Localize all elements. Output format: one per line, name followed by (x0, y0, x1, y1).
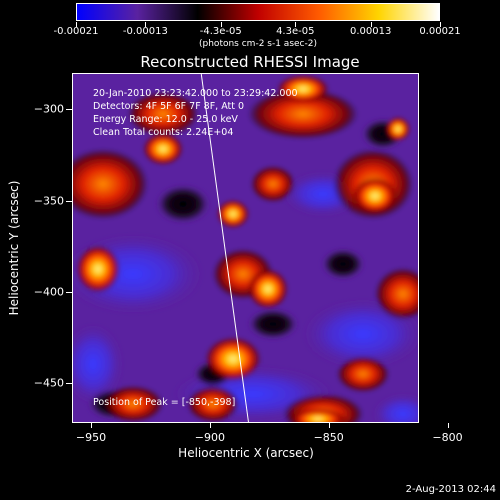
colorbar-tick-label: 0.00021 (419, 26, 461, 37)
intensity-blob (337, 356, 389, 392)
intensity-map (73, 74, 418, 422)
intensity-blob (386, 117, 410, 141)
intensity-blob (128, 92, 198, 136)
y-tick (66, 291, 72, 293)
intensity-blob (248, 89, 358, 139)
x-tick-label: −900 (194, 431, 225, 444)
colorbar-tick (145, 22, 147, 27)
y-tick-label: −350 (33, 194, 64, 208)
intensity-blob (251, 166, 295, 202)
colorbar-units: (photons cm-2 s-1 asec-2) (199, 39, 317, 49)
x-tick (91, 423, 92, 428)
x-tick (447, 423, 449, 428)
peak-position-label: Position of Peak = [-850,-398] (93, 397, 236, 408)
intensity-blob (155, 184, 211, 224)
intensity-blob (373, 394, 418, 422)
footer-timestamp: 2-Aug-2013 02:44 (405, 484, 496, 495)
solar-limb-line (200, 74, 249, 422)
x-axis-label: Heliocentric X (arcsec) (178, 446, 314, 460)
colorbar-tick (440, 22, 441, 27)
x-tick (328, 423, 330, 428)
colorbar-tick-label: -0.00013 (122, 26, 168, 37)
intensity-blob (143, 133, 183, 165)
x-tick-label: −800 (432, 431, 463, 444)
intensity-blob (290, 409, 346, 422)
x-tick-label: −950 (75, 431, 107, 444)
x-tick-label: −850 (313, 431, 344, 444)
y-tick-label: −450 (33, 376, 64, 390)
y-tick (66, 109, 72, 111)
intensity-blob (277, 75, 329, 103)
intensity-blob (248, 269, 288, 309)
colorbar (76, 3, 440, 21)
plot-area: 20-Jan-2010 23:23:42.000 to 23:29:42.000… (72, 73, 419, 423)
colorbar-tick-label: 0.00013 (349, 26, 392, 37)
colorbar-tick (220, 22, 222, 27)
intensity-blob (217, 200, 249, 228)
intensity-blob (73, 324, 123, 404)
intensity-blob (205, 337, 261, 381)
y-tick (66, 382, 72, 384)
info-clean-counts: Clean Total counts: 2.24E+04 (93, 127, 234, 138)
image-title: Reconstructed RHESSI Image (140, 53, 360, 71)
intensity-blob (321, 248, 365, 280)
intensity-blob (103, 386, 163, 422)
colorbar-tick (370, 22, 372, 27)
y-tick-label: −400 (33, 285, 64, 299)
intensity-blob (247, 308, 299, 340)
info-energy-range: Energy Range: 12.0 - 25.0 keV (93, 114, 238, 125)
colorbar-tick (76, 22, 77, 27)
y-tick-label: −300 (33, 102, 64, 116)
info-time-range: 20-Jan-2010 23:23:42.000 to 23:29:42.000 (93, 88, 298, 99)
colorbar-tick-label: -4.3e-05 (199, 26, 242, 37)
y-axis-label: Heliocentric Y (arcsec) (7, 180, 21, 316)
colorbar-tick-label: -0.00021 (53, 26, 99, 37)
intensity-blob (353, 178, 397, 214)
colorbar-tick-label: 4.3e-05 (276, 26, 315, 37)
colorbar-tick (295, 22, 297, 27)
intensity-blob (73, 149, 148, 219)
intensity-blob (187, 386, 239, 422)
intensity-blob (375, 268, 418, 320)
intensity-blob (76, 245, 120, 293)
x-tick (209, 423, 211, 428)
y-tick (66, 200, 72, 202)
info-detectors: Detectors: 4F 5F 6F 7F 8F, Att 0 (93, 101, 245, 112)
